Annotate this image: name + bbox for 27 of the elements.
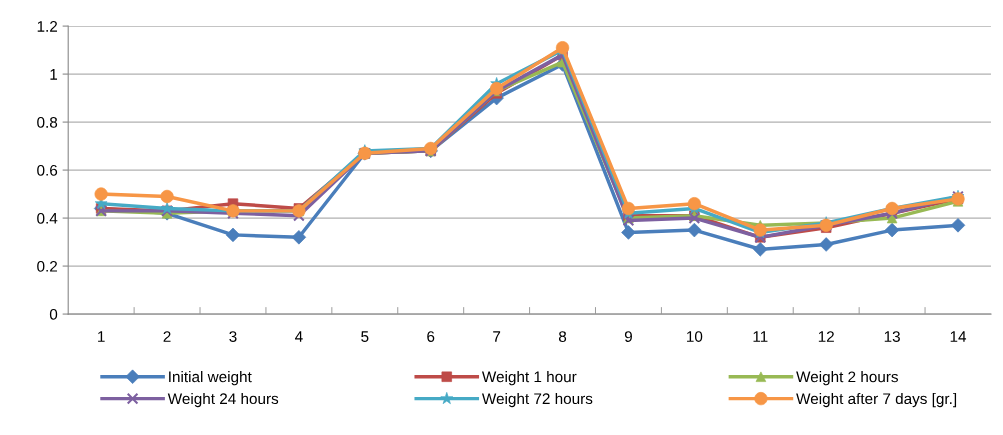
- x-tick-label: 4: [295, 331, 303, 342]
- x-tick-label: 1: [98, 331, 105, 342]
- x-tick-label: 11: [753, 331, 768, 342]
- legend-label: Weight 24 hours: [167, 392, 279, 408]
- x-tick-label: 14: [950, 331, 967, 342]
- legend-label: Weight 2 hours: [796, 371, 898, 386]
- y-tick-label: 1: [50, 69, 58, 80]
- y-tick-label: 0: [49, 308, 58, 320]
- x-tick-label: 5: [361, 331, 369, 342]
- y-tick-label: 1.2: [37, 20, 58, 32]
- y-tick-label: 0.6: [37, 164, 58, 176]
- x-tick-label: 3: [229, 331, 237, 342]
- x-tick-label: 13: [884, 331, 900, 342]
- x-tick-label: 8: [558, 331, 567, 342]
- x-tick-label: 12: [818, 331, 834, 342]
- x-tick-label: 2: [163, 331, 171, 342]
- legend-label: Weight after 7 days [gr.]: [796, 392, 957, 408]
- legend-label: Initial weight: [169, 371, 252, 386]
- y-tick-label: 0.8: [37, 116, 58, 128]
- x-tick-label: 9: [624, 331, 632, 342]
- legend-label: Weight 1 hour: [481, 371, 577, 386]
- x-tick-label: 7: [493, 331, 501, 342]
- y-tick-label: 0.4: [37, 212, 58, 224]
- y-tick-label: 0.2: [37, 260, 58, 272]
- x-tick-label: 6: [427, 331, 435, 342]
- x-tick-label: 10: [687, 331, 703, 342]
- legend-label: Weight 72 hours: [481, 392, 593, 408]
